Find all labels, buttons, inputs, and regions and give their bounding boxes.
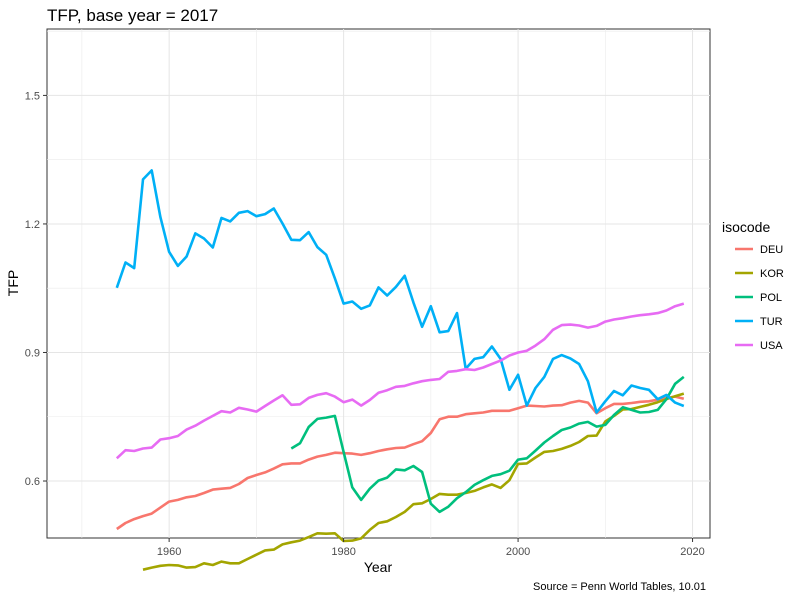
x-tick-label: 1960: [157, 546, 181, 558]
series-line-usa: [115, 302, 685, 460]
x-tick-label: 1980: [331, 546, 355, 558]
y-axis-ticks: 0.6 0.9 1.2 1.5: [25, 90, 47, 488]
chart-title: TFP, base year = 2017: [47, 6, 218, 25]
series-line-kor: [142, 392, 685, 571]
y-tick-label: 1.5: [25, 90, 40, 102]
caption: Source = Penn World Tables, 10.01: [533, 581, 706, 593]
series-line-deu: [116, 395, 685, 531]
y-tick-label: 1.2: [25, 219, 40, 231]
legend-label-usa: USA: [760, 340, 783, 352]
y-tick-label: 0.6: [25, 476, 40, 488]
legend-label-tur: TUR: [760, 316, 783, 328]
legend-title: isocode: [722, 219, 770, 235]
series-line-pol: [290, 375, 685, 514]
series-line-tur: [115, 169, 685, 414]
legend-label-kor: KOR: [760, 268, 784, 280]
x-axis-title: Year: [364, 559, 393, 575]
legend-label-deu: DEU: [760, 244, 783, 256]
legend-label-pol: POL: [760, 292, 782, 304]
plot-panel: [46, 28, 711, 539]
x-tick-label: 2000: [506, 546, 530, 558]
y-axis-title: TFP: [5, 270, 21, 296]
x-axis-ticks: 1960 1980 2000 2020: [157, 538, 705, 558]
legend: isocode DEU KOR POL TUR USA: [722, 219, 784, 352]
y-tick-label: 0.9: [25, 347, 40, 359]
x-tick-label: 2020: [680, 546, 704, 558]
series-layer: [115, 169, 685, 571]
